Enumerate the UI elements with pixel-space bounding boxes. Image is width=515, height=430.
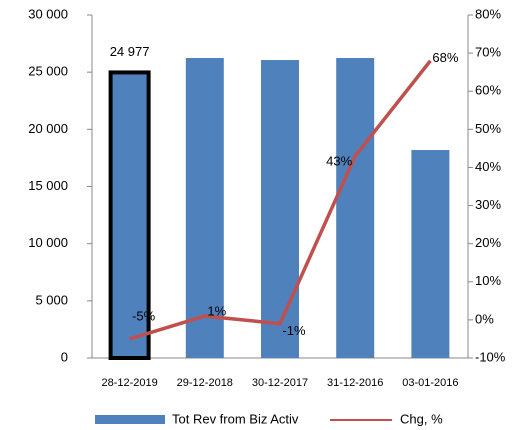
x-tick-label: 03-01-2016 [402,377,458,389]
y-tick-label: 15 000 [28,178,68,193]
y2-tick-label: 60% [475,83,501,98]
legend-label: Tot Rev from Biz Activ [172,411,299,426]
y-tick-label: 0 [61,349,68,364]
y2-tick-label: 80% [475,6,501,21]
y-tick-label: 25 000 [28,64,68,79]
y2-tick-label: -10% [475,349,506,364]
line-value-label: 68% [432,50,458,65]
bar [261,60,299,358]
y2-tick-label: 70% [475,45,501,60]
y-tick-label: 5 000 [35,292,68,307]
x-tick-label: 30-12-2017 [252,377,308,389]
line-value-label: -5% [132,308,156,323]
x-tick-label: 31-12-2016 [327,377,383,389]
legend-swatch [95,415,165,424]
y-tick-label: 10 000 [28,235,68,250]
x-tick-label: 28-12-2019 [101,377,157,389]
y2-tick-label: 30% [475,197,501,212]
bar [411,150,450,358]
line [129,59,432,341]
y2-tick-label: 50% [475,121,501,136]
y2-tick-label: 10% [475,273,501,288]
bar [336,57,375,359]
x-tick-label: 29-12-2018 [177,377,233,389]
line-value-label: -1% [282,323,306,338]
line-value-label: 43% [326,153,352,168]
y2-tick-label: 20% [475,235,501,250]
bar-value-label: 24 977 [110,44,150,59]
line-value-label: 1% [207,304,226,319]
y2-tick-label: 0% [475,311,494,326]
y-tick-label: 20 000 [28,121,68,136]
legend-label: Chg, % [400,411,443,426]
y-tick-label: 30 000 [28,6,68,21]
y2-tick-label: 40% [475,159,501,174]
bar [108,70,151,361]
bar [185,57,224,359]
